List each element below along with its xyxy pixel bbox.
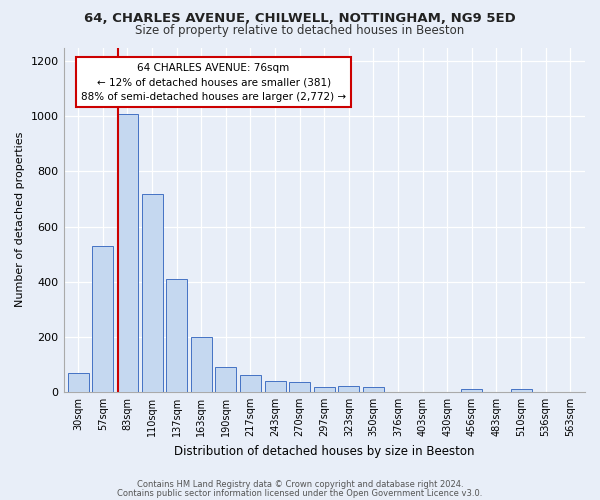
- Text: Contains public sector information licensed under the Open Government Licence v3: Contains public sector information licen…: [118, 488, 482, 498]
- Bar: [461, 388, 482, 392]
- Bar: [240, 376, 261, 392]
- Text: Size of property relative to detached houses in Beeston: Size of property relative to detached ho…: [136, 24, 464, 37]
- Bar: [338, 386, 359, 392]
- Bar: [92, 246, 113, 392]
- Bar: [166, 279, 187, 392]
- Bar: [215, 367, 236, 392]
- Bar: [289, 382, 310, 392]
- Text: 64, CHARLES AVENUE, CHILWELL, NOTTINGHAM, NG9 5ED: 64, CHARLES AVENUE, CHILWELL, NOTTINGHAM…: [84, 12, 516, 26]
- Bar: [363, 387, 384, 392]
- Y-axis label: Number of detached properties: Number of detached properties: [15, 132, 25, 308]
- Bar: [314, 387, 335, 392]
- Bar: [117, 114, 138, 392]
- Bar: [191, 337, 212, 392]
- Bar: [511, 389, 532, 392]
- Bar: [265, 381, 286, 392]
- X-axis label: Distribution of detached houses by size in Beeston: Distribution of detached houses by size …: [174, 444, 475, 458]
- Text: 64 CHARLES AVENUE: 76sqm
← 12% of detached houses are smaller (381)
88% of semi-: 64 CHARLES AVENUE: 76sqm ← 12% of detach…: [81, 62, 346, 102]
- Bar: [68, 372, 89, 392]
- Bar: [142, 194, 163, 392]
- Text: Contains HM Land Registry data © Crown copyright and database right 2024.: Contains HM Land Registry data © Crown c…: [137, 480, 463, 489]
